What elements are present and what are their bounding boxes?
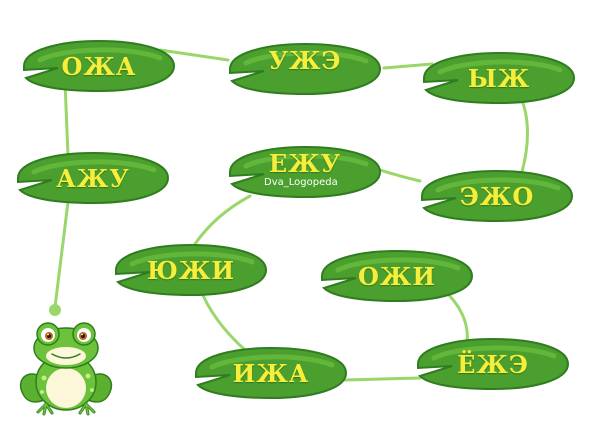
- lily-pad-icon: [421, 169, 574, 223]
- lily-pad-yuzhi[interactable]: ЮЖИ: [112, 243, 270, 297]
- lily-pad-ozhi[interactable]: ОЖИ: [318, 249, 476, 303]
- path-uzhe-yzh: [382, 62, 434, 70]
- path-yuzhi-izha: [198, 286, 247, 352]
- watermark: Dva_Logopeda: [264, 177, 338, 188]
- lily-pad-azhu[interactable]: АЖУ: [14, 151, 172, 205]
- lily-pad-yzh[interactable]: ЫЖ: [420, 51, 578, 105]
- lily-pad-icon: [229, 145, 382, 199]
- path-ezhu-yuzhi: [193, 194, 252, 246]
- path-azhu-frog: [53, 200, 70, 309]
- lily-pad-izha[interactable]: ИЖА: [192, 346, 350, 400]
- path-izha-yozhe: [343, 376, 422, 382]
- lily-pad-uzhe[interactable]: УЖЭ: [226, 42, 384, 96]
- path-ozha-azhu: [63, 80, 70, 158]
- lily-pad-icon: [23, 39, 176, 93]
- lily-pad-icon: [423, 51, 576, 105]
- path-yozhe-ozhi: [447, 293, 469, 345]
- lily-pad-ozha[interactable]: ОЖА: [20, 39, 178, 93]
- lily-pad-icon: [229, 42, 382, 96]
- lily-pad-icon: [417, 337, 570, 391]
- lily-pad-yozhe[interactable]: ЁЖЭ: [414, 337, 572, 391]
- path-end-dot: [49, 304, 61, 316]
- lily-pad-ezhu[interactable]: ЕЖУ: [226, 145, 384, 199]
- path-yzh-ezho: [520, 98, 529, 174]
- lily-pad-icon: [115, 243, 268, 297]
- lily-pad-icon: [195, 346, 348, 400]
- lily-pad-ezho[interactable]: ЭЖО: [418, 169, 576, 223]
- path-ozha-uzhe: [158, 48, 230, 62]
- frog-icon[interactable]: [14, 318, 118, 418]
- lily-pad-icon: [17, 151, 170, 205]
- lily-pad-icon: [321, 249, 474, 303]
